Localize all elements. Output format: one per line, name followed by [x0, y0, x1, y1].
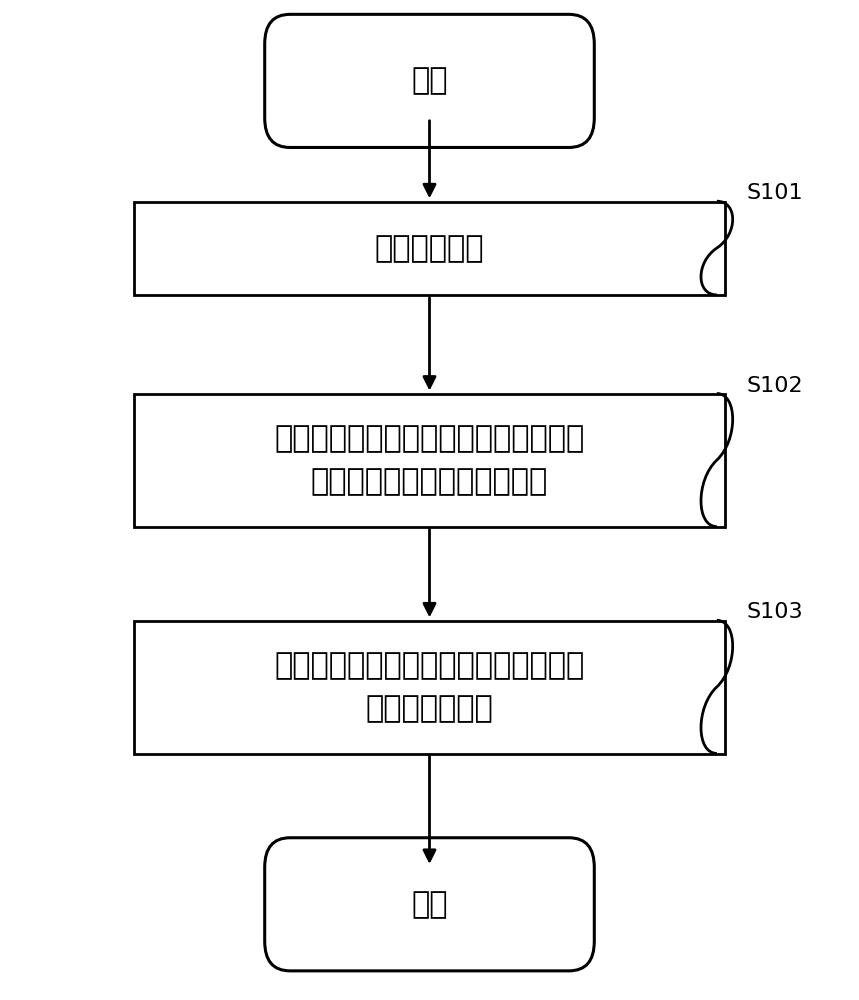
Bar [134, 202, 725, 295]
FancyBboxPatch shape [265, 838, 594, 971]
Text: 针对所述特定访问请求，在分布式系统
上进行故障模拟: 针对所述特定访问请求，在分布式系统 上进行故障模拟 [274, 651, 585, 723]
FancyBboxPatch shape [265, 14, 594, 147]
Text: S103: S103 [746, 602, 803, 622]
Bar [134, 621, 725, 754]
Text: S101: S101 [746, 183, 803, 203]
Text: 从所接收的访问请求中筛选出符合预定
故障模拟规则的特定访问请求: 从所接收的访问请求中筛选出符合预定 故障模拟规则的特定访问请求 [274, 425, 585, 496]
Text: 结束: 结束 [411, 890, 448, 919]
Text: 开始: 开始 [411, 66, 448, 95]
Text: S102: S102 [746, 376, 803, 396]
Bar [134, 394, 725, 527]
Text: 接收访问请求: 接收访问请求 [375, 234, 484, 263]
